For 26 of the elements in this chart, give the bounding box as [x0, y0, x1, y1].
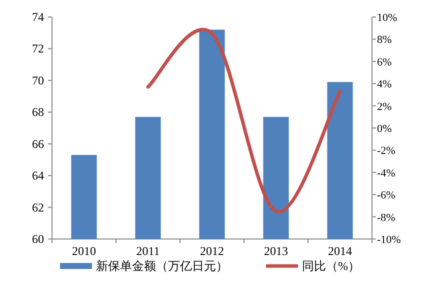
- y2-tick-label: -6%: [377, 190, 396, 202]
- legend-label: 同比（%）: [302, 259, 360, 273]
- x-tick-label: 2010: [72, 244, 96, 258]
- x-tick-label: 2012: [200, 244, 224, 258]
- y2-tick-label: -2%: [377, 145, 396, 158]
- x-tick-label: 2014: [328, 244, 352, 258]
- y-tick-label: 66: [32, 136, 44, 151]
- y2-tick-label: -4%: [377, 167, 396, 180]
- y-tick-label: 72: [32, 42, 44, 56]
- y-tick-label: 60: [32, 232, 44, 246]
- y-tick-label: 74: [32, 10, 44, 24]
- y2-tick-label: 8%: [377, 34, 392, 46]
- y-tick-label: 70: [32, 73, 44, 88]
- y2-tick-label: 0%: [377, 123, 392, 135]
- y2-tick-label: -10%: [377, 234, 401, 246]
- y-tick-label: 64: [32, 168, 44, 183]
- y2-tick-label: -8%: [377, 212, 396, 224]
- y2-tick-label: 6%: [377, 56, 392, 68]
- x-tick-label: 2013: [264, 244, 288, 258]
- y-tick-label: 68: [32, 105, 44, 120]
- y2-tick-label: 4%: [377, 78, 392, 91]
- y-tick-label: 62: [32, 200, 44, 214]
- legend-label: 新保单金额（万亿日元）: [96, 259, 228, 273]
- y2-tick-label: 2%: [377, 100, 392, 113]
- x-tick-label: 2011: [136, 244, 160, 258]
- y2-tick-label: 10%: [377, 12, 398, 24]
